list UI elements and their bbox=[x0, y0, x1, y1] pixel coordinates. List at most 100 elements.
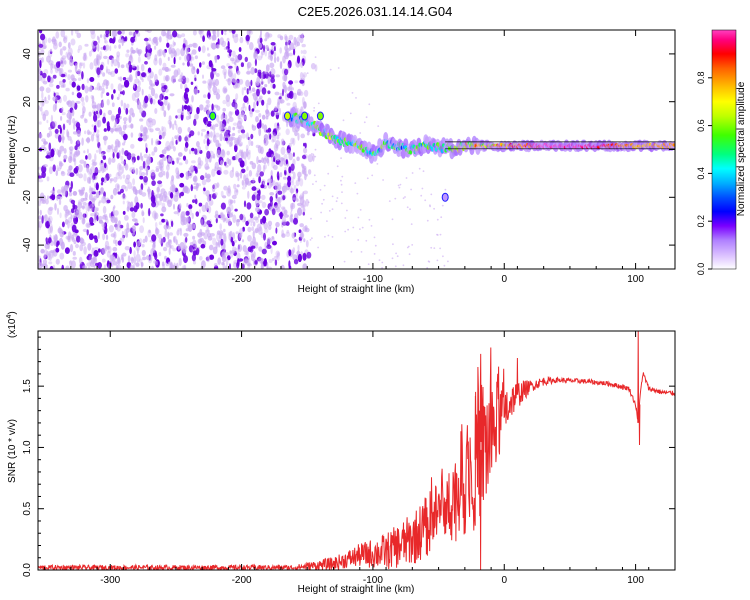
spectrogram-noise-blob bbox=[253, 216, 259, 221]
spectrogram-noise-blob bbox=[140, 183, 144, 191]
spectrogram-noise-blob bbox=[242, 151, 247, 160]
spectrogram-noise-blob bbox=[123, 159, 127, 167]
spectrogram-noise-blob bbox=[298, 236, 303, 241]
spectrogram-noise-blob bbox=[217, 257, 222, 265]
spectrogram-noise-blob bbox=[202, 35, 206, 42]
spectrogram-noise-blob bbox=[43, 141, 48, 145]
spectrogram-noise-blob bbox=[93, 206, 98, 215]
spectrogram-noise-blob bbox=[234, 137, 240, 147]
spectrogram-noise-blob bbox=[227, 185, 231, 194]
spectrogram-noise-blob bbox=[250, 133, 254, 140]
spectrogram-noise-blob bbox=[55, 170, 58, 177]
spectrogram-noise-blob bbox=[70, 38, 76, 46]
spectrogram-noise-blob bbox=[64, 247, 70, 255]
spectrogram-noise-blob bbox=[141, 244, 145, 248]
spectrogram-noise-blob bbox=[301, 154, 307, 160]
spectrogram-noise-blob bbox=[153, 57, 158, 66]
spectrogram-noise-blob bbox=[189, 63, 194, 67]
spectrogram-noise-blob bbox=[97, 231, 100, 240]
spectrogram-noise-blob bbox=[41, 171, 46, 179]
spectrogram-noise-blob bbox=[153, 260, 157, 264]
spectrogram-noise-blob bbox=[169, 185, 175, 192]
spectrogram-noise-blob bbox=[39, 70, 43, 76]
spectrogram-noise-blob bbox=[84, 43, 89, 47]
spectrogram-noise-blob bbox=[143, 103, 148, 108]
spectrogram-noise-blob bbox=[291, 232, 296, 239]
spectrogram-noise-blob bbox=[205, 166, 210, 170]
spectrogram-noise-blob bbox=[158, 171, 164, 178]
spectrogram-noise-blob bbox=[71, 237, 75, 242]
spectrogram-noise-blob bbox=[110, 216, 116, 223]
spectrogram-noise-blob bbox=[129, 52, 133, 59]
spectrogram-noise-blob bbox=[259, 95, 263, 100]
spectrogram-noise-blob bbox=[191, 42, 197, 47]
spectrogram-noise-blob bbox=[219, 123, 225, 131]
spectrogram-noise-blob bbox=[246, 132, 249, 140]
spectrogram-noise-blob bbox=[86, 78, 89, 84]
spectrogram-noise-blob bbox=[223, 242, 226, 251]
spectrogram-noise-blob bbox=[256, 170, 260, 176]
spectrogram-noise-blob bbox=[39, 86, 45, 92]
spectrogram-sparse-dot bbox=[368, 103, 371, 106]
spectrogram-noise-blob bbox=[139, 175, 144, 180]
spectrogram-noise-blob bbox=[131, 185, 136, 191]
spectrogram-sparse-dot bbox=[411, 172, 414, 174]
spectrogram-noise-blob bbox=[286, 145, 291, 154]
spectrogram-noise-blob bbox=[86, 165, 90, 173]
spectrogram-noise-blob bbox=[81, 137, 84, 146]
spectrogram-sparse-dot bbox=[306, 72, 309, 74]
spectrogram-noise-blob bbox=[56, 189, 62, 194]
spectrogram-noise-blob bbox=[126, 222, 130, 231]
spectrogram-noise-blob bbox=[275, 221, 280, 228]
spectrogram-noise-blob bbox=[173, 69, 179, 78]
spectrogram-noise-blob bbox=[226, 37, 230, 42]
spectrogram-noise-blob bbox=[228, 111, 233, 118]
spectrogram-noise-blob bbox=[128, 31, 133, 36]
spectrogram-noise-blob bbox=[137, 56, 141, 63]
spectrogram-noise-blob bbox=[226, 157, 230, 164]
spectrogram-noise-blob bbox=[164, 219, 168, 223]
spectrogram-noise-blob bbox=[46, 250, 50, 256]
spectrogram-noise-blob bbox=[127, 181, 133, 190]
spectrogram-noise-blob bbox=[50, 250, 53, 259]
spectrogram-noise-blob bbox=[243, 174, 247, 182]
spectrogram-noise-blob bbox=[139, 107, 144, 114]
spectrogram-x-label: Height of straight line (km) bbox=[298, 284, 415, 295]
spectrogram-noise-blob bbox=[101, 82, 105, 88]
spectrogram-noise-blob bbox=[94, 167, 99, 174]
spectrogram-sparse-dot bbox=[420, 194, 423, 197]
spectrogram-noise-blob bbox=[161, 149, 167, 155]
spectrogram-noise-blob bbox=[260, 218, 263, 225]
spectrogram-noise-blob bbox=[256, 88, 260, 97]
spectrogram-noise-blob bbox=[300, 50, 303, 54]
spectrogram-sparse-dot bbox=[397, 184, 400, 187]
spectrogram-noise-blob bbox=[137, 137, 143, 142]
spectrogram-noise-blob bbox=[241, 263, 245, 269]
spectrogram-noise-blob bbox=[102, 72, 106, 77]
spectrogram-sparse-dot bbox=[441, 204, 444, 207]
spectrogram-noise-blob bbox=[248, 170, 253, 177]
spectrogram-noise-blob bbox=[214, 78, 220, 87]
spectrogram-noise-blob bbox=[94, 215, 97, 222]
spectrogram-noise-blob bbox=[206, 150, 211, 159]
spectrogram-noise-blob bbox=[173, 194, 179, 202]
spectrogram-noise-blob bbox=[274, 205, 279, 211]
spectrogram-noise-blob bbox=[227, 68, 233, 77]
spectrogram-noise-blob bbox=[107, 58, 110, 65]
snr-y-label: SNR (10 * v/v) bbox=[7, 419, 18, 483]
spectrogram-noise-blob bbox=[134, 90, 140, 98]
spectrogram-noise-blob bbox=[212, 134, 217, 143]
spectrogram-noise-blob bbox=[55, 258, 60, 265]
spectrogram-noise-blob bbox=[233, 183, 237, 190]
spectrogram-noise-blob bbox=[64, 35, 68, 40]
spectrogram-noise-blob bbox=[50, 114, 54, 123]
spectrogram-noise-blob bbox=[70, 100, 76, 108]
spectrogram-noise-blob bbox=[290, 205, 293, 212]
spectrogram-noise-blob bbox=[62, 123, 66, 131]
spectrogram-noise-blob bbox=[147, 75, 152, 82]
spectrogram-noise-blob bbox=[94, 104, 98, 109]
spectrogram-noise-blob bbox=[148, 254, 152, 261]
spectrogram-noise-blob bbox=[167, 261, 173, 265]
spectrogram-noise-blob bbox=[201, 45, 206, 54]
